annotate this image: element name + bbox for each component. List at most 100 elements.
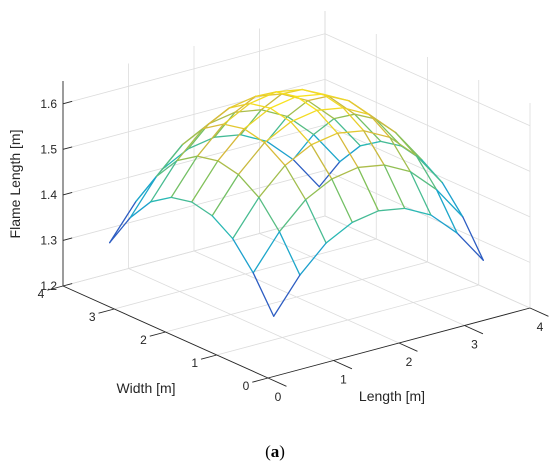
surface-mesh-segment [196,155,219,162]
surface-mesh-segment [389,136,417,157]
surface-mesh-segment [217,160,240,176]
surface-mesh-segment [181,127,204,146]
y-tick-label: 1 [191,356,198,370]
surface-mesh-segment [435,189,458,234]
z-tick-label: 1.5 [40,142,57,156]
surface-mesh-segment [404,207,432,216]
y-tick-label: 4 [38,287,45,301]
surface-mesh-segment [312,133,341,163]
surface-mesh-segment [456,232,484,261]
grid-line-y-floor [62,215,326,287]
surface-mesh-segment [232,237,254,274]
surface-mesh-segment [284,164,307,201]
caption-close-paren: ) [279,442,285,461]
surface-mesh-segment [368,113,391,139]
surface-mesh-segment [307,95,330,102]
y-tick-mark [200,354,217,360]
surface-mesh-segment [331,178,353,224]
surface-mesh-segment [222,123,245,130]
z-axis-label: Flame Length [m] [7,130,23,239]
surface-mesh-segment [196,123,225,157]
surface-mesh-segment [269,107,292,123]
x-tick-label: 4 [537,320,544,334]
surface-mesh-segment [278,199,307,233]
surface-mesh-segment [286,99,309,118]
surface-mesh-segment [202,123,225,130]
surface-mesh-segment [290,121,312,146]
surface-mesh-segment [129,175,158,219]
z-tick-mark [62,146,73,150]
surface-mesh-segment [237,141,266,176]
surface-mesh-segment [286,115,315,136]
x-tick-mark [333,360,353,370]
y-tick-mark [98,308,115,314]
grid-line-y-floor [165,261,428,333]
surface-mesh-segment [292,158,320,188]
surface-mesh-segment [327,95,356,115]
y-tick-label: 3 [89,310,96,324]
x-tick-label: 0 [275,390,282,404]
surface-mesh-segment [299,242,327,276]
surface-mesh-segment [150,160,178,203]
surface-mesh-segment [357,164,385,169]
surface-mesh-segment [441,181,464,218]
surface-mesh-segment [336,132,359,169]
surface-mesh-segment [232,196,260,240]
x-tick-label: 3 [471,338,478,352]
surface-mesh-segment [269,95,298,109]
surface-mesh-segment [243,128,266,144]
surface-mesh-segment [409,171,438,191]
y-tick-label: 2 [140,333,147,347]
surface-mesh-segment [290,109,318,123]
z-tick-label: 1.4 [40,188,57,202]
z-tick-mark [62,100,73,105]
surface-mesh-segment [129,201,152,219]
z-tick-mark [62,192,73,196]
grid-line-y-floor [114,238,377,310]
surface-mesh-segment [409,171,432,216]
z-tick-label: 1.2 [40,279,57,293]
surface-mesh-segment [249,102,271,109]
surface-mesh-segment [462,216,484,261]
surface-mesh-segment [312,118,335,136]
surface-mesh-segment [208,111,236,125]
surface-mesh-segment [211,215,234,240]
surface-mesh-segment [357,166,380,212]
surface-mesh-segment [368,113,397,134]
x-axis-label: Length [m] [359,388,425,404]
surface-mesh [109,88,484,317]
surface-mesh-segment [176,127,204,162]
y-tick-mark [252,377,269,383]
surface-mesh-segment [389,136,412,173]
surface-mesh-segment [316,109,339,134]
surface-mesh-segment [191,201,213,217]
surface-mesh-segment [260,109,289,118]
surface-mesh-segment [258,196,281,233]
surface-mesh-segment [310,144,333,180]
surface-mesh-segment [249,91,277,105]
surface-mesh-segment [310,132,339,146]
surface-mesh-segment [363,130,391,139]
y-tick-mark [149,331,166,337]
surface-mesh-segment [211,173,240,217]
surface-mesh-segment [109,200,137,244]
surface-mesh-segment [237,173,260,199]
surface-mesh-segment [155,160,178,178]
surface-mesh-segment [394,131,417,157]
figure-caption: (a) [265,442,285,461]
surface-mesh-segment [187,136,216,150]
z-tick-mark [62,283,73,287]
surface-mesh-segment [191,160,219,203]
x-tick-mark [398,342,418,352]
surface-mesh-segment [278,231,301,276]
y-tick-label: 0 [243,379,250,393]
surface-mesh-segment [228,102,251,109]
surface-mesh-segment [222,102,251,125]
x-tick-label: 2 [406,355,413,369]
surface-mesh-segment [155,143,184,178]
surface-mesh-segment [301,88,324,95]
surface-mesh-segment [363,130,385,166]
surface-mesh-segment [336,130,365,134]
surface-mesh-segment [213,134,242,138]
